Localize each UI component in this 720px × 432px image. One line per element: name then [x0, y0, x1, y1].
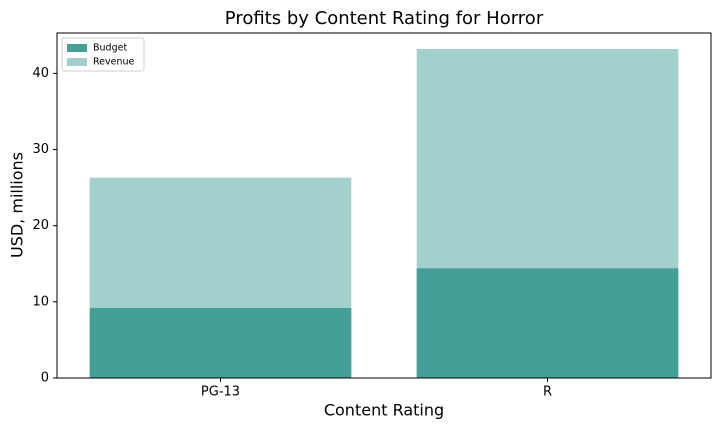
plot-frame — [56, 32, 712, 379]
x-axis-label: Content Rating — [324, 401, 444, 420]
legend-label: Budget — [93, 43, 127, 54]
x-tick-label: R — [543, 385, 552, 400]
y-tick-label: 10 — [32, 294, 49, 309]
y-tick-label: 20 — [32, 218, 49, 233]
y-tick-label: 40 — [32, 66, 49, 81]
y-tick-label: 0 — [41, 371, 49, 386]
legend-swatch — [67, 58, 87, 66]
bar — [89, 307, 352, 378]
legend-label: Revenue — [93, 57, 135, 68]
bar — [416, 268, 679, 378]
x-tick-label: PG-13 — [201, 385, 240, 400]
y-axis-label: USD, millions — [8, 152, 27, 258]
legend-swatch — [67, 44, 87, 52]
chart-title: Profits by Content Rating for Horror — [225, 8, 544, 29]
y-tick-label: 30 — [32, 142, 49, 157]
